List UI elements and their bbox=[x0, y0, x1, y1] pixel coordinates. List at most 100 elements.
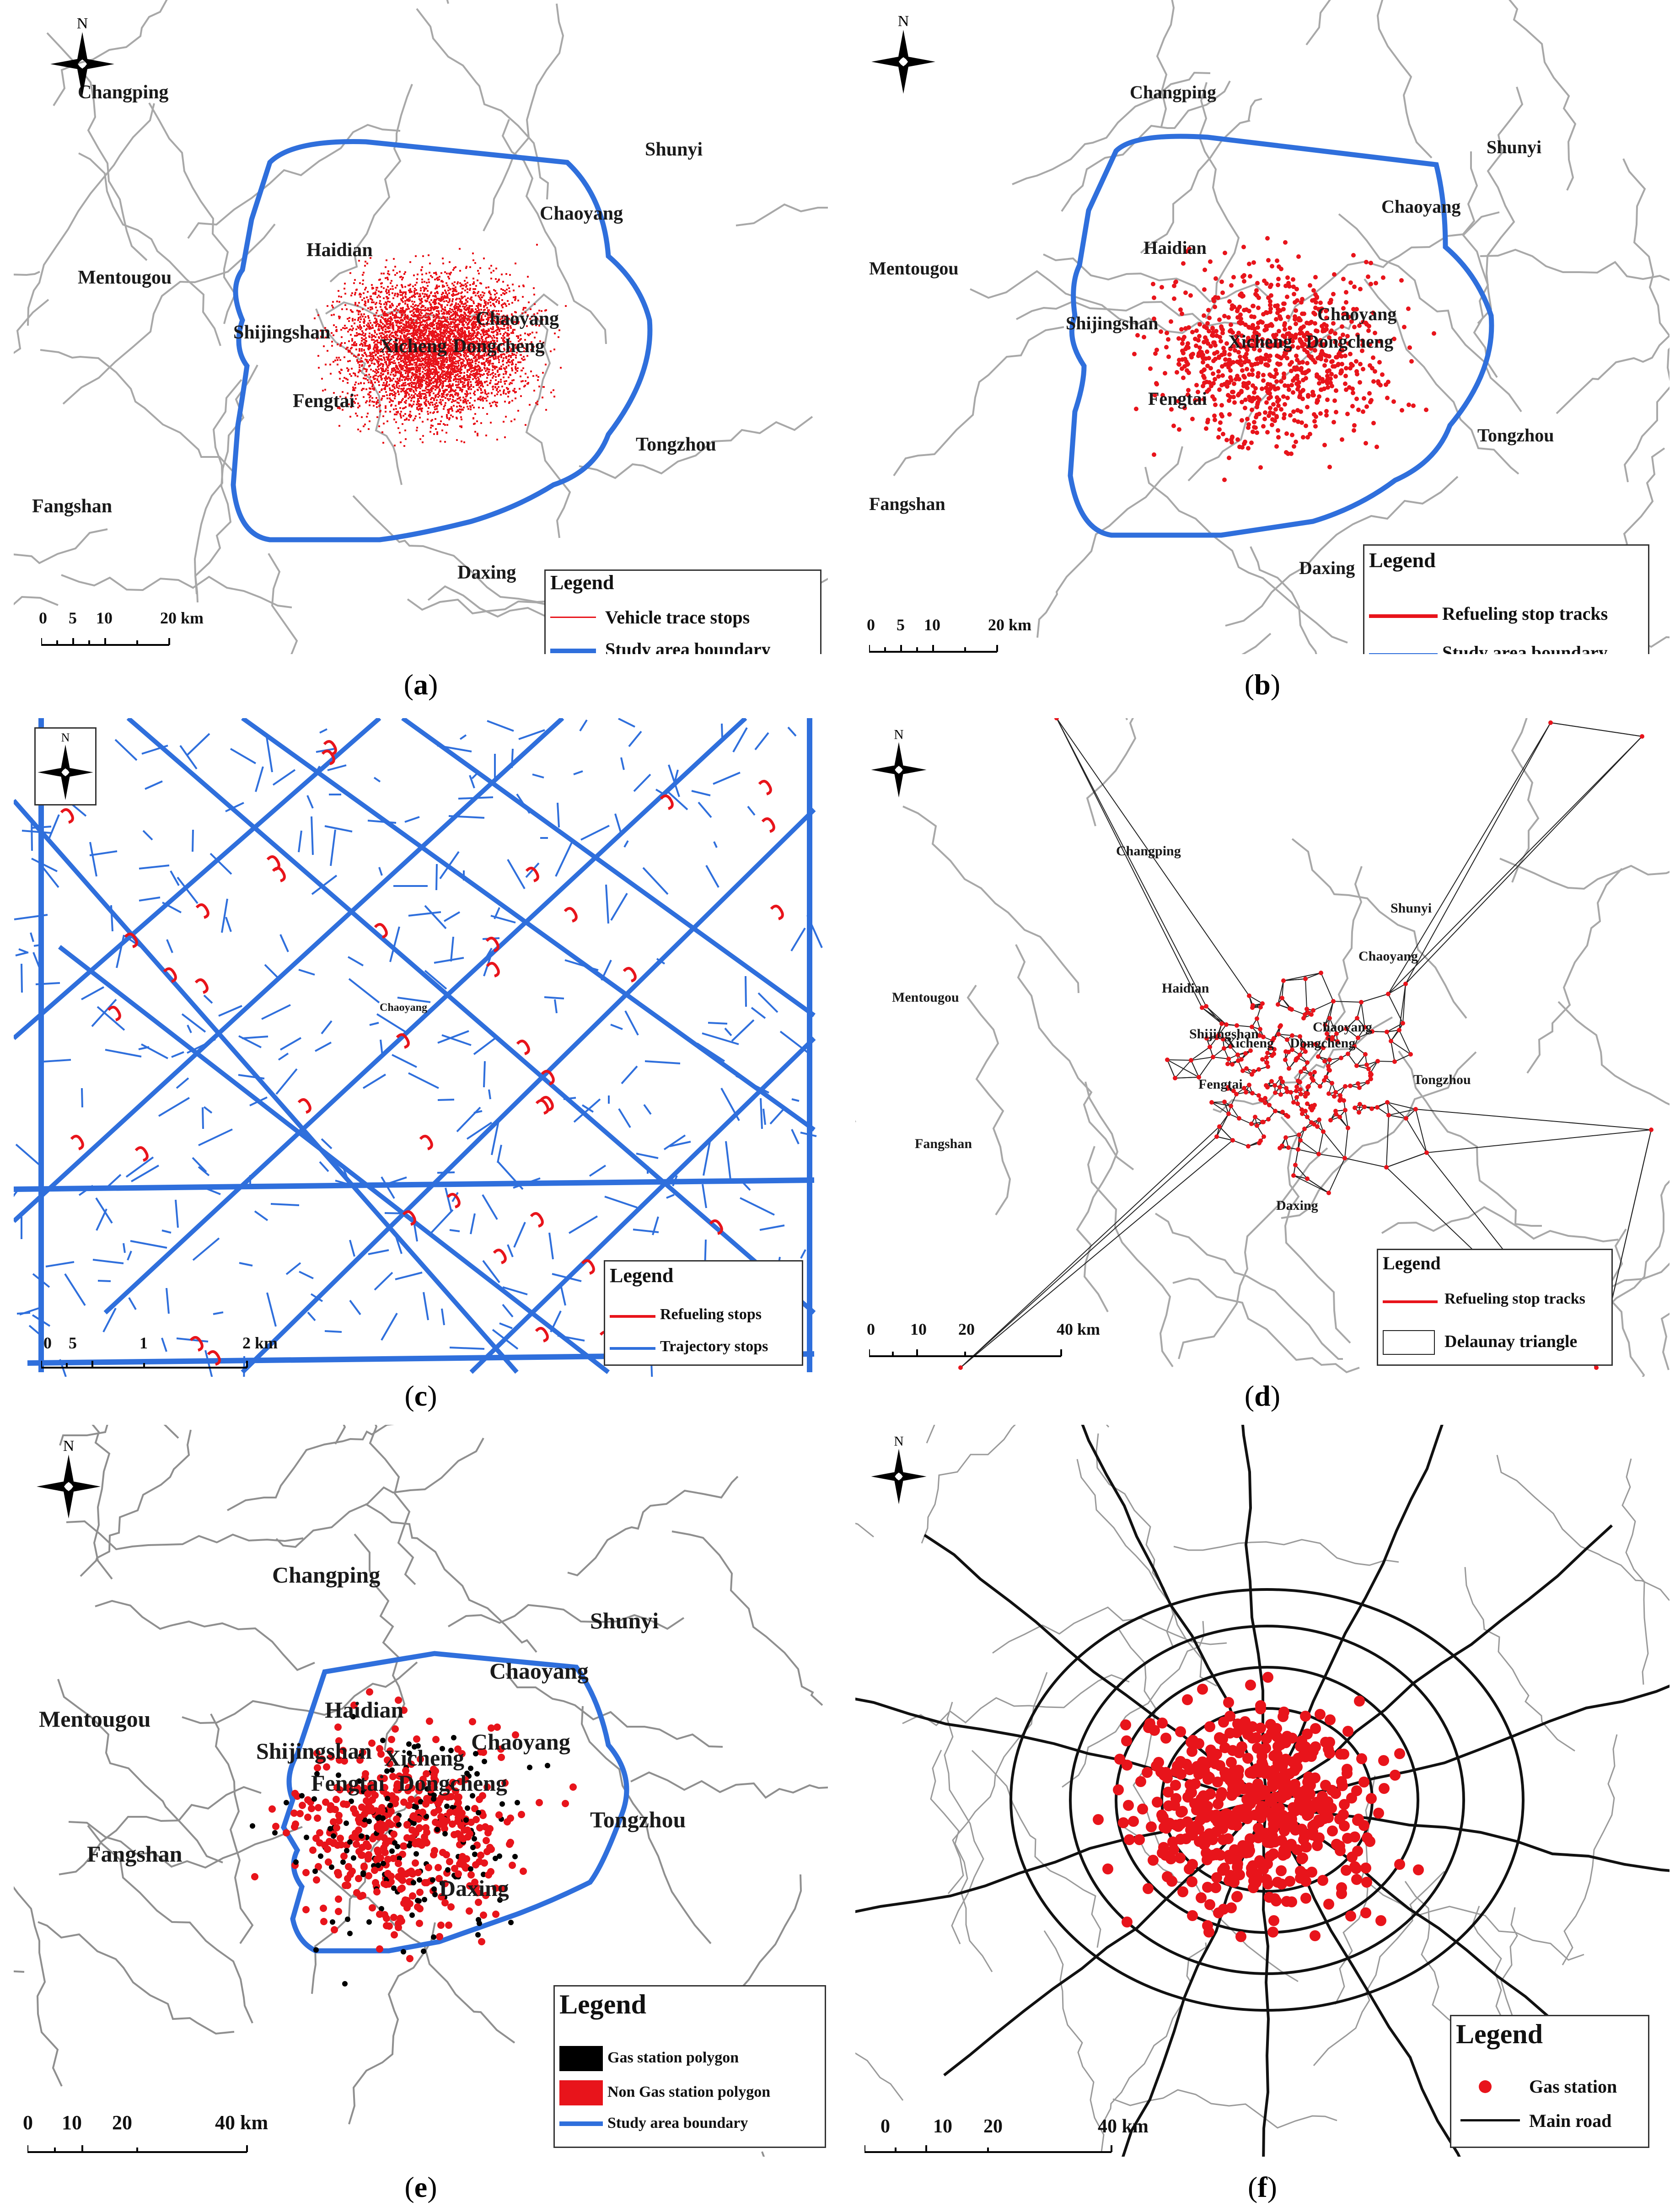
trace-stop bbox=[480, 333, 482, 335]
trace-stop bbox=[406, 355, 408, 357]
trace-stop bbox=[435, 370, 437, 372]
trace-stop bbox=[376, 333, 378, 335]
trace-stop bbox=[471, 343, 472, 345]
trace-stop bbox=[467, 351, 469, 353]
trace-stop bbox=[443, 408, 445, 410]
trace-stop bbox=[535, 402, 537, 404]
trace-stop bbox=[503, 389, 505, 391]
trace-stop bbox=[478, 305, 479, 306]
trace-stop bbox=[458, 341, 460, 343]
trace-stop bbox=[467, 307, 468, 309]
trace-stop bbox=[356, 394, 358, 396]
trace-stop bbox=[397, 338, 399, 339]
trace-stop bbox=[452, 416, 454, 418]
trace-stop bbox=[362, 332, 364, 334]
trace-stop bbox=[389, 324, 391, 326]
trace-stop bbox=[463, 303, 465, 305]
trace-stop bbox=[408, 290, 410, 291]
trace-stop bbox=[450, 305, 451, 306]
trace-stop bbox=[456, 324, 458, 326]
trace-stop bbox=[386, 334, 388, 336]
trace-stop bbox=[516, 335, 518, 337]
trace-stop bbox=[356, 360, 358, 362]
trace-stop bbox=[413, 319, 414, 321]
trace-stop bbox=[553, 389, 554, 391]
trace-stop bbox=[485, 338, 487, 339]
trace-stop bbox=[413, 362, 415, 364]
trace-stop bbox=[405, 372, 407, 374]
trace-stop bbox=[341, 342, 343, 344]
trace-stop bbox=[407, 322, 408, 323]
trace-stop bbox=[478, 368, 479, 370]
trace-stop bbox=[365, 316, 366, 318]
trace-stop bbox=[438, 376, 440, 378]
trace-stop bbox=[454, 290, 456, 292]
trace-stop bbox=[495, 330, 497, 332]
trace-stop bbox=[404, 346, 406, 348]
trace-stop bbox=[480, 309, 482, 311]
trace-stop bbox=[389, 380, 391, 382]
trace-stop bbox=[455, 389, 456, 391]
trace-stop bbox=[388, 331, 390, 333]
trace-stop bbox=[483, 334, 485, 336]
trace-stop bbox=[496, 299, 498, 301]
trace-stop bbox=[494, 401, 495, 403]
trace-stop bbox=[411, 367, 413, 369]
trace-stop bbox=[472, 259, 474, 261]
trace-stop bbox=[515, 366, 516, 368]
trace-stop bbox=[406, 348, 408, 349]
trace-stop bbox=[447, 339, 449, 341]
trace-stop bbox=[429, 263, 431, 264]
trace-stop bbox=[508, 338, 510, 339]
trace-stop bbox=[415, 375, 417, 376]
trace-stop bbox=[409, 333, 411, 335]
trace-stop bbox=[456, 366, 458, 368]
trace-stop bbox=[449, 326, 451, 328]
trace-stop bbox=[428, 341, 430, 343]
trace-stop bbox=[486, 347, 488, 349]
trace-stop bbox=[457, 362, 459, 364]
trace-stop bbox=[406, 353, 408, 354]
trace-stop bbox=[419, 300, 421, 301]
trace-stop bbox=[429, 412, 431, 413]
trace-stop bbox=[408, 359, 410, 360]
trace-stop bbox=[422, 255, 424, 257]
trace-stop bbox=[385, 351, 387, 353]
trace-stop bbox=[320, 336, 322, 338]
trace-stop bbox=[454, 358, 456, 360]
trace-stop bbox=[430, 371, 432, 373]
trace-stop bbox=[487, 384, 489, 386]
trace-stop bbox=[443, 391, 445, 393]
trace-stop bbox=[344, 356, 345, 358]
trace-stop bbox=[387, 348, 388, 349]
trace-stop bbox=[498, 297, 500, 299]
trace-stop bbox=[434, 308, 435, 310]
trace-stop bbox=[412, 335, 413, 337]
trace-stop bbox=[389, 305, 391, 306]
trace-stop bbox=[553, 396, 555, 397]
trace-stop bbox=[413, 403, 414, 405]
trace-stop bbox=[413, 316, 415, 317]
trace-stop bbox=[371, 308, 373, 310]
trace-stop bbox=[404, 314, 406, 316]
trace-stop bbox=[400, 307, 402, 309]
trace-stop bbox=[508, 347, 510, 349]
trace-stop bbox=[377, 399, 379, 401]
trace-stop bbox=[489, 301, 491, 303]
trace-stop bbox=[433, 365, 435, 367]
trace-stop bbox=[472, 374, 473, 376]
trace-stop bbox=[390, 288, 392, 290]
trace-stop bbox=[415, 325, 417, 327]
trace-stop bbox=[429, 381, 431, 382]
trace-stop bbox=[513, 390, 515, 392]
trace-stop bbox=[472, 252, 474, 254]
trace-stop bbox=[387, 298, 388, 300]
trace-stop bbox=[403, 376, 404, 378]
trace-stop bbox=[412, 357, 413, 359]
trace-stop bbox=[520, 338, 522, 340]
trace-stop bbox=[411, 319, 413, 321]
trace-stop bbox=[370, 358, 372, 360]
trace-stop bbox=[381, 328, 383, 329]
trace-stop bbox=[431, 348, 433, 349]
trace-stop bbox=[459, 338, 461, 339]
